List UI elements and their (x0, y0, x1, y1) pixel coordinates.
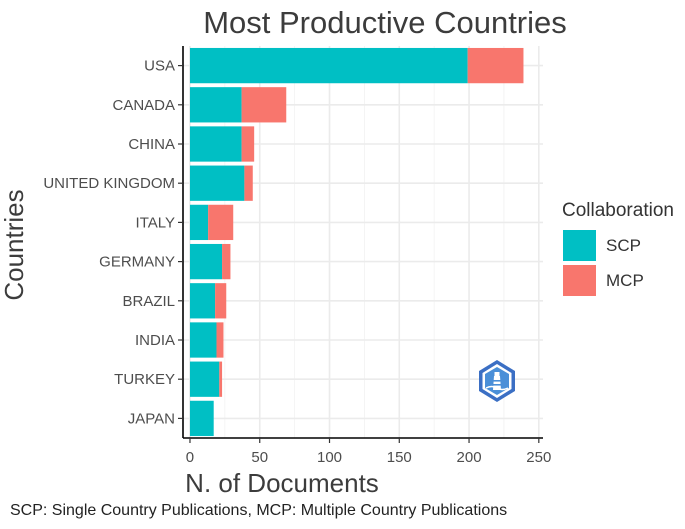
bar-scp (189, 400, 214, 437)
figure-caption: SCP: Single Country Publications, MCP: M… (10, 502, 508, 519)
bar-mcp (222, 243, 231, 280)
y-tick-label: CANADA (112, 97, 175, 114)
bar-scp (189, 361, 220, 397)
bar-scp (189, 243, 223, 280)
bar-scp (189, 283, 216, 319)
bar-scp (189, 322, 217, 358)
chart-title: Most Productive Countries (203, 5, 567, 40)
x-tick-label: 150 (387, 449, 412, 466)
bar-scp (189, 204, 209, 241)
bar-mcp (241, 87, 287, 123)
legend-key-mcp (563, 265, 596, 296)
x-axis-title: N. of Documents (185, 468, 379, 498)
y-tick-label: TURKEY (114, 371, 175, 388)
bar-mcp (241, 126, 255, 162)
legend-label: MCP (606, 271, 644, 290)
bar-scp (189, 47, 468, 84)
x-tick-label: 250 (526, 449, 551, 466)
lighthouse-badge-icon (479, 360, 515, 402)
y-tick-label: ITALY (136, 214, 175, 231)
bar-mcp (244, 165, 253, 201)
y-tick-label: USA (144, 58, 175, 75)
y-axis-title: Countries (0, 189, 29, 300)
y-tick-label: JAPAN (128, 410, 175, 427)
legend-title: Collaboration (562, 200, 674, 221)
y-tick-label: CHINA (128, 136, 175, 153)
bar-mcp (208, 204, 234, 241)
legend: Collaboration SCP MCP (562, 200, 674, 296)
y-tick-label: BRAZIL (122, 293, 175, 310)
bar-mcp (216, 322, 224, 358)
y-tick-label: GERMANY (99, 254, 175, 271)
legend-key-scp (563, 230, 596, 261)
x-tick-label: 50 (251, 449, 268, 466)
x-tick-label: 100 (317, 449, 342, 466)
bar-mcp (219, 361, 223, 397)
y-tick-labels: USA CANADA CHINA UNITED KINGDOM ITALY GERMANY… (43, 58, 183, 427)
bar-scp (189, 165, 245, 201)
bar-mcp (467, 47, 524, 84)
legend-label: SCP (606, 236, 641, 255)
x-tick-label: 200 (457, 449, 482, 466)
bars (189, 47, 524, 437)
bar-mcp (215, 283, 227, 319)
x-tick-label: 0 (186, 449, 194, 466)
y-tick-label: INDIA (135, 332, 175, 349)
bar-scp (189, 126, 242, 162)
x-tick-labels: 0 50 100 150 200 250 (186, 438, 551, 466)
y-tick-label: UNITED KINGDOM (43, 175, 175, 192)
bar-scp (189, 87, 242, 123)
